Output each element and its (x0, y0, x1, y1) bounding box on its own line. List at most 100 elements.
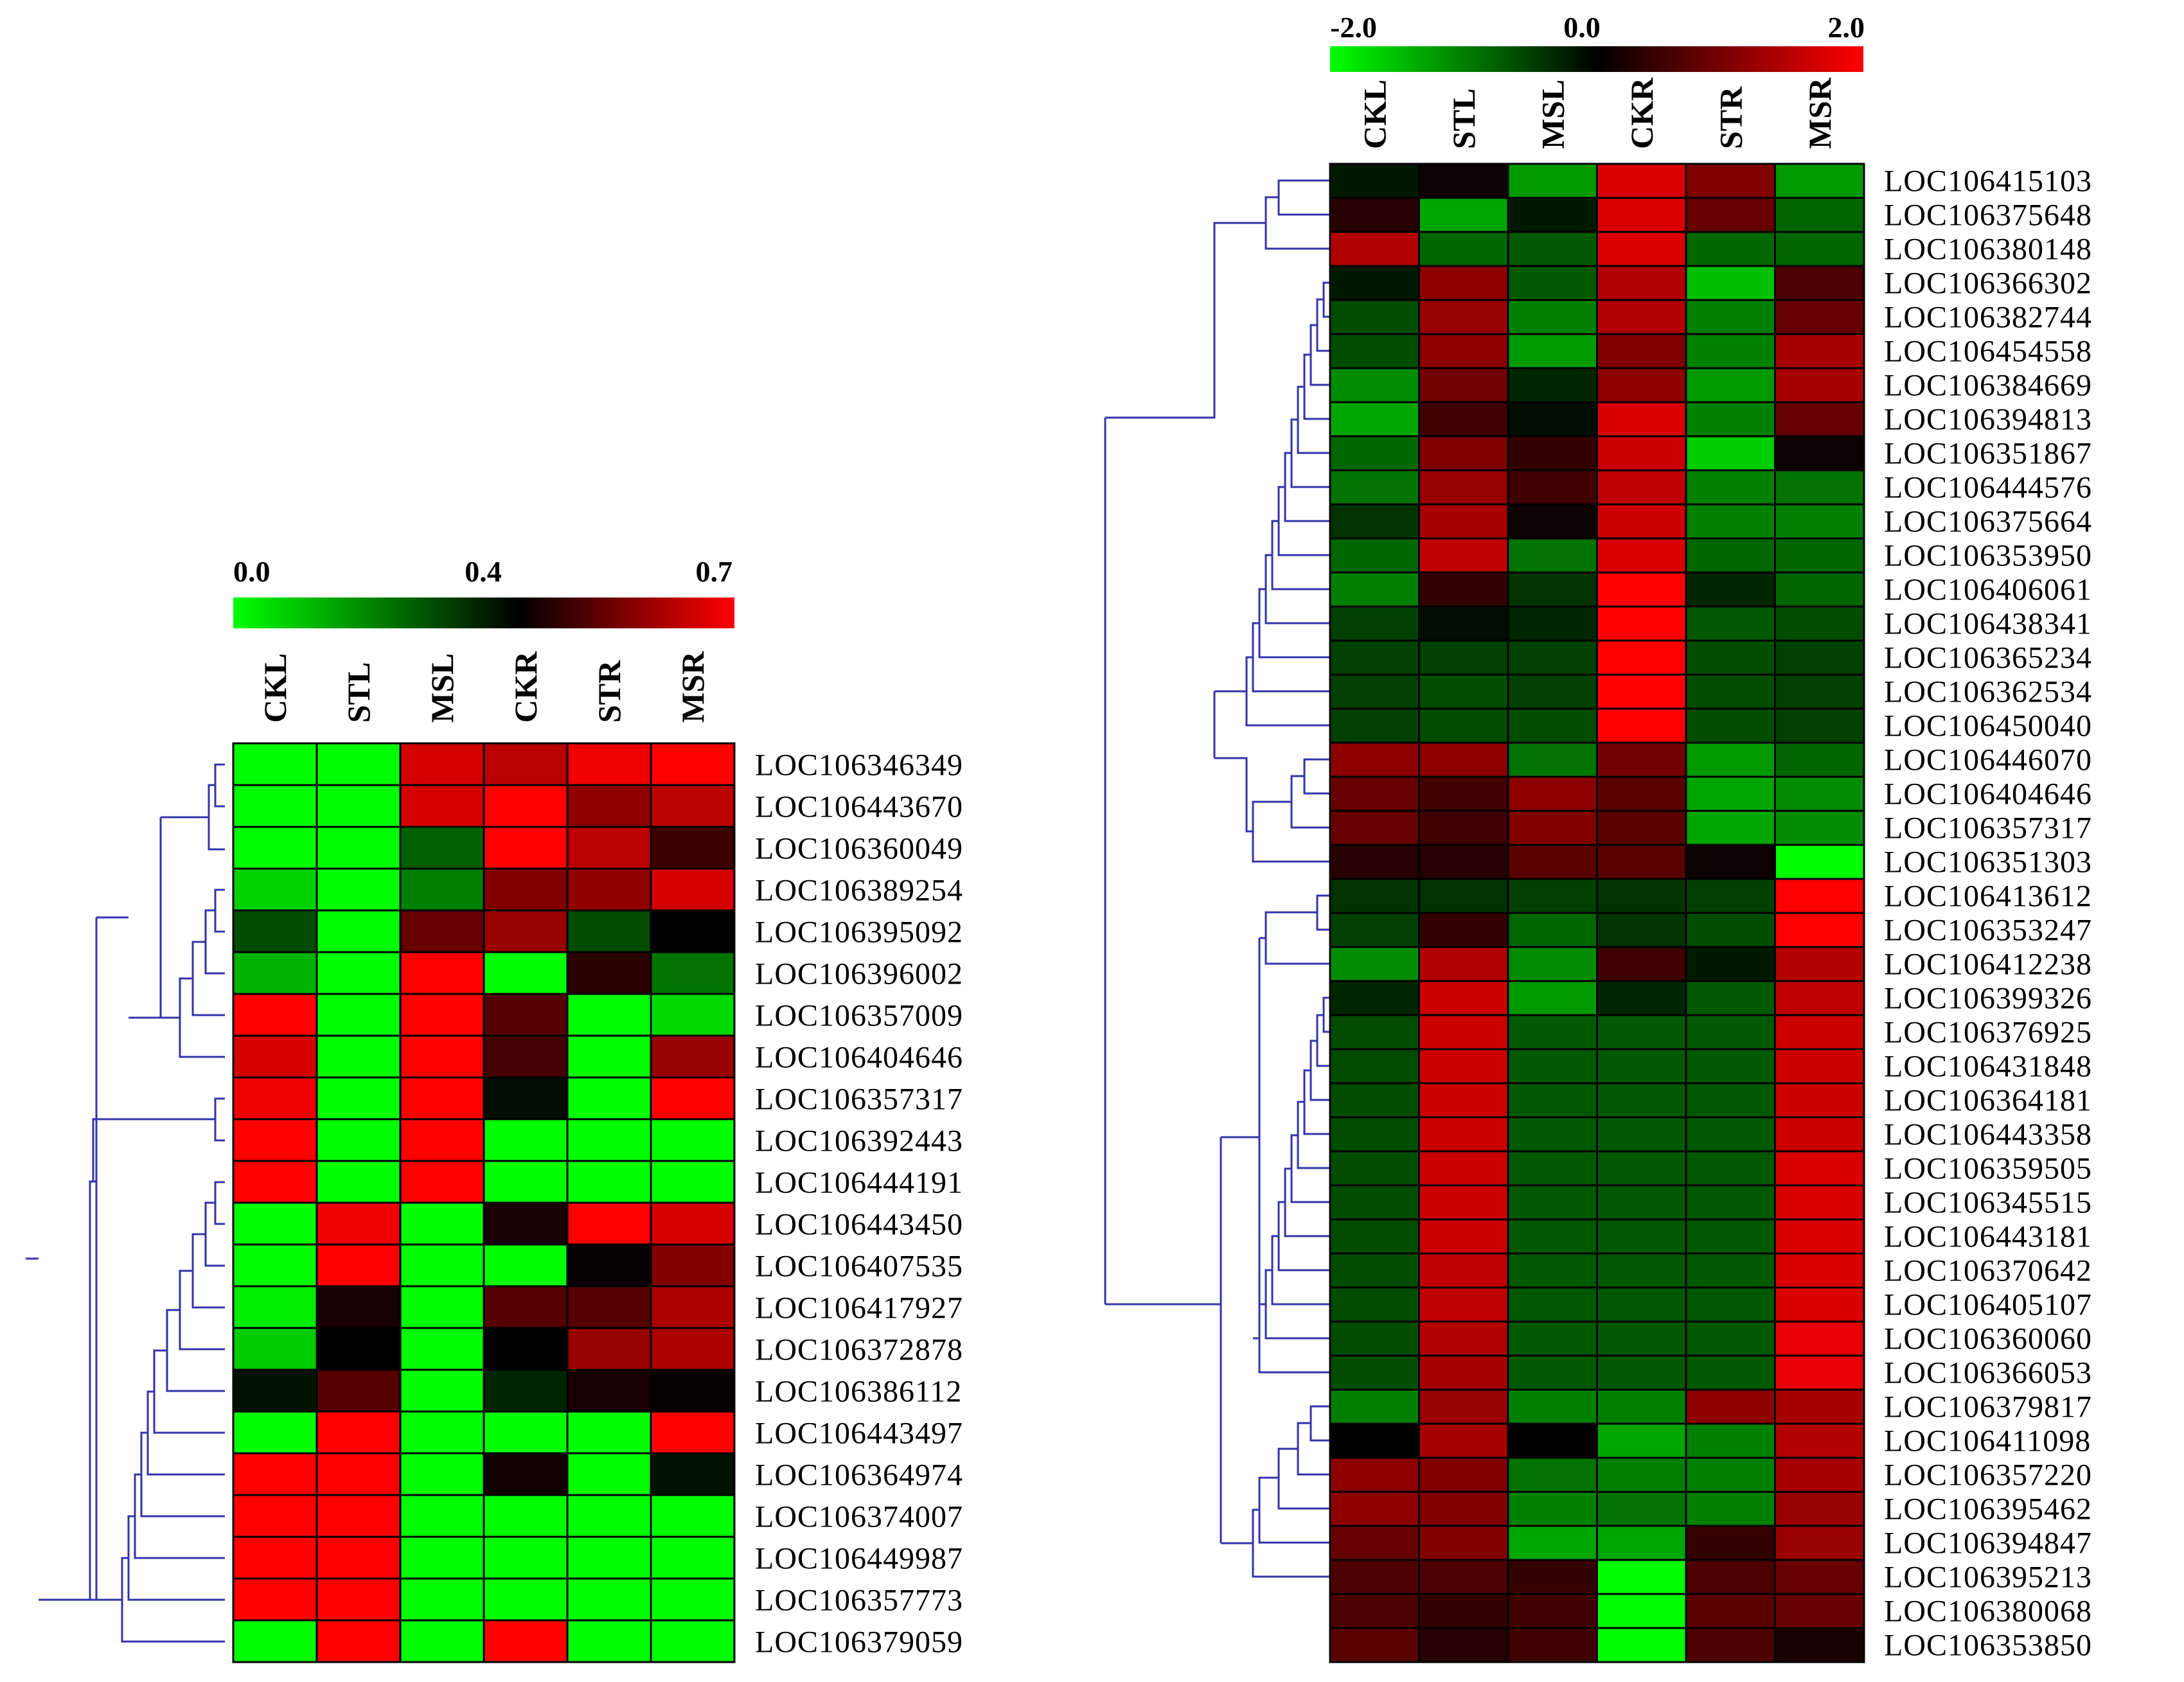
left-heatmap-cell (566, 1243, 652, 1288)
left-heatmap-cell (315, 1410, 402, 1455)
right-heatmap-cell (1596, 469, 1687, 506)
left-row-label: LOC106444191 (755, 1166, 963, 1200)
left-heatmap-cell (315, 1577, 402, 1622)
left-row-label: LOC106357317 (755, 1083, 963, 1117)
right-heatmap-cell (1329, 673, 1420, 710)
right-heatmap-cell (1774, 1525, 1865, 1561)
left-heatmap-cell (315, 1201, 402, 1246)
left-heatmap-cell (315, 1160, 402, 1204)
right-heatmap-cell (1774, 1082, 1865, 1119)
left-heatmap-cell (566, 1368, 652, 1413)
left-heatmap-cell (315, 867, 402, 912)
right-heatmap-cell (1596, 1252, 1687, 1289)
right-heatmap-cell (1685, 1388, 1776, 1425)
right-heatmap-cell (1418, 435, 1509, 472)
right-heatmap-cell (1774, 333, 1865, 369)
right-heatmap-cell (1507, 1116, 1598, 1153)
right-heatmap-cell (1329, 333, 1420, 369)
right-heatmap-cell (1329, 1014, 1420, 1050)
right-heatmap-cell (1774, 197, 1865, 233)
right-heatmap-cell (1685, 333, 1776, 369)
right-row-label: LOC106345515 (1884, 1186, 2092, 1220)
right-heatmap-cell (1418, 1593, 1509, 1629)
right-heatmap-cell (1774, 537, 1865, 574)
right-heatmap-cell (1685, 503, 1776, 540)
left-heatmap-cell (232, 1034, 318, 1079)
right-heatmap-cell (1596, 401, 1687, 438)
left-heatmap-cell (650, 1076, 736, 1120)
left-heatmap-cell (232, 1452, 318, 1496)
right-heatmap-cell (1596, 1082, 1687, 1119)
right-heatmap-cell (1596, 265, 1687, 301)
right-heatmap-cell (1507, 503, 1598, 540)
left-heatmap-cell (232, 1577, 318, 1622)
left-heatmap-cell (566, 784, 652, 828)
left-heatmap-cell (232, 1285, 318, 1329)
left-scale-max-label: 0.7 (696, 555, 733, 588)
left-heatmap-cell (399, 1285, 485, 1329)
right-heatmap-cell (1685, 912, 1776, 948)
right-heatmap-cell (1507, 1456, 1598, 1493)
right-heatmap-cell (1685, 435, 1776, 472)
right-heatmap-cell (1774, 1388, 1865, 1425)
left-row-label: LOC106443450 (755, 1208, 963, 1242)
right-heatmap-cell (1418, 1286, 1509, 1323)
left-heatmap-cell (566, 951, 652, 995)
right-heatmap-cell (1596, 810, 1687, 846)
right-heatmap-cell (1418, 1388, 1509, 1425)
right-heatmap-cell (1774, 1320, 1865, 1357)
right-heatmap-cell (1685, 1218, 1776, 1255)
right-row-label: LOC106412238 (1884, 948, 2092, 982)
left-heatmap-cell (399, 1619, 485, 1663)
left-heatmap-cell (650, 1577, 736, 1622)
left-heatmap-cell (399, 826, 485, 870)
right-row-label: LOC106351867 (1884, 437, 2092, 471)
left-heatmap-panel: 0.0 0.4 0.7 CKL STL MSL CKR STR MSR LOC106346… (26, 555, 963, 1663)
right-heatmap-cell (1418, 537, 1509, 574)
right-heatmap-cell (1596, 1150, 1687, 1187)
right-heatmap-cell (1774, 163, 1865, 199)
right-heatmap-cell (1596, 299, 1687, 335)
right-heatmap-cell (1596, 435, 1687, 472)
right-row-label: LOC106399326 (1884, 982, 2092, 1016)
left-heatmap-cell (566, 826, 652, 870)
right-heatmap-cell (1507, 197, 1598, 233)
right-heatmap-cell (1685, 163, 1776, 199)
left-heatmap-cell (315, 1285, 402, 1329)
left-row-label: LOC106392443 (755, 1124, 963, 1158)
right-heatmap-cell (1329, 1593, 1420, 1629)
right-heatmap-cell (1329, 571, 1420, 608)
left-heatmap-cell (650, 993, 736, 1037)
left-heatmap-cell (483, 1076, 569, 1120)
right-dendrogram (1104, 179, 1330, 1578)
right-heatmap-cell (1685, 878, 1776, 914)
right-heatmap-cell (1418, 1456, 1509, 1493)
right-heatmap-cell (1507, 1252, 1598, 1289)
right-heatmap-cell (1596, 1218, 1687, 1255)
right-heatmap-cell (1507, 163, 1598, 199)
right-heatmap-cell (1774, 810, 1865, 846)
right-heatmap-cell (1596, 673, 1687, 710)
right-heatmap-cell (1507, 912, 1598, 948)
right-heatmap-cell (1507, 1354, 1598, 1391)
left-row-labels: LOC106346349 LOC106443670 LOC106360049 LOC1… (755, 748, 963, 1660)
right-heatmap-cell (1329, 878, 1420, 914)
left-column-label: MSL (424, 653, 460, 723)
right-heatmap-cell (1774, 1048, 1865, 1084)
right-column-labels: CKL STL MSL CKR STR MSR (1356, 77, 1838, 149)
right-heatmap-cell (1685, 1082, 1776, 1119)
right-row-label: LOC106394847 (1884, 1527, 2092, 1561)
left-heatmap-cell (315, 993, 402, 1037)
right-heatmap-cell (1418, 1491, 1509, 1527)
right-heatmap-cell (1774, 741, 1865, 778)
right-heatmap-cell (1418, 333, 1509, 369)
left-heatmap-cell (232, 784, 318, 828)
right-heatmap-cell (1507, 1559, 1598, 1595)
right-heatmap-cell (1774, 1593, 1865, 1629)
right-heatmap-cell (1685, 197, 1776, 233)
left-heatmap-cell (483, 1201, 569, 1246)
left-heatmap-cell (566, 1160, 652, 1204)
right-row-label: LOC106353247 (1884, 914, 2092, 948)
left-heatmap-cell (315, 1619, 402, 1663)
right-heatmap-cell (1685, 265, 1776, 301)
